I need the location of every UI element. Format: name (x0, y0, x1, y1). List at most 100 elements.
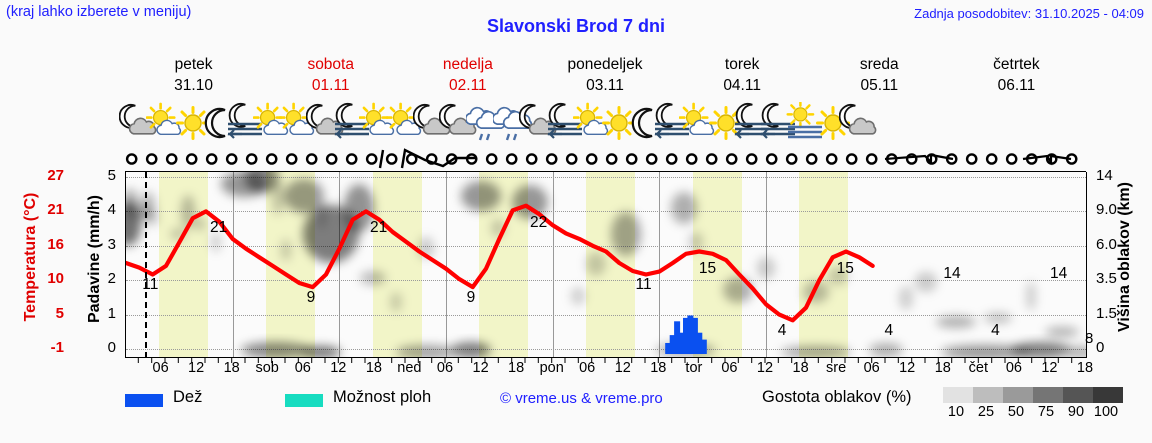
sun-cloud-icon (252, 102, 293, 144)
cloud-base-markers (125, 148, 1078, 169)
day-column-ponedeljek: ponedeljek 03.11 (536, 54, 673, 98)
day-separator (339, 172, 341, 358)
gridline (126, 280, 1086, 282)
hour-label: 06 (863, 360, 880, 376)
hour-label: 18 (1076, 360, 1094, 376)
hour-label: 12 (188, 360, 205, 376)
snow-level-label: 8 (1085, 330, 1094, 347)
cloud-height-tick: 14 (1096, 167, 1113, 184)
moon-fog-icon (333, 102, 373, 144)
hour-label: 18 (792, 360, 809, 376)
precipitation-tick: 3 (107, 235, 116, 253)
precipitation-tick: 0 (107, 339, 116, 356)
hour-label: 06 (152, 360, 169, 376)
cloud-density-scale-label: 100 (1093, 404, 1119, 420)
day-name: nedelja (442, 56, 493, 73)
hour-label: sob (255, 360, 279, 376)
last-update-text: Zadnja posodobitev: 31.10.2025 - 04:09 (914, 6, 1144, 21)
forecast-plot: 11 21 9 21 9 22 11 15 4 15 4 14 4 14 (125, 172, 1087, 358)
hour-label: sre (826, 360, 847, 376)
moon-fog-icon (226, 102, 266, 144)
rain-legend-label: Dež (173, 388, 203, 406)
hour-label: ned (397, 360, 422, 376)
cloud-density-scale-label: 90 (1067, 404, 1085, 420)
temperature-value-label: 21 (370, 219, 388, 237)
current-time-line (144, 172, 147, 358)
sun-cloud-icon (572, 102, 613, 144)
day-name: ponedeljek (567, 56, 643, 73)
chart-legend: Dež Možnost ploh © vreme.us & vreme.pro … (125, 387, 1145, 422)
day-name: četrtek (993, 56, 1040, 73)
sun-cloud-icon (279, 102, 319, 144)
showers-legend-label: Možnost ploh (333, 388, 432, 406)
temperature-tick: -1 (50, 339, 64, 356)
temperature-tick: 5 (55, 304, 64, 322)
hour-label: 18 (650, 360, 667, 376)
temperature-value-label: 21 (210, 219, 228, 237)
hour-label: 18 (934, 360, 951, 376)
cloud-density-scale-label: 25 (977, 404, 995, 420)
sun-cloud-icon (359, 102, 399, 144)
temperature-value-label: 11 (142, 276, 159, 294)
gridline (126, 177, 1086, 178)
daylight-band (372, 172, 422, 358)
hour-label: 06 (436, 360, 454, 376)
cloud-density-ramp-step (1033, 387, 1063, 403)
day-separator (232, 172, 234, 358)
hour-label: 18 (365, 360, 382, 376)
sun-cloud-icon (146, 102, 186, 144)
gridline (126, 349, 1086, 350)
sun-cloud-icon (679, 102, 719, 144)
cloud-height-tick: 0 (1096, 339, 1105, 356)
moon-cloud-icon (119, 102, 159, 144)
hour-label: 12 (614, 360, 631, 376)
temperature-value-label: 15 (698, 259, 717, 277)
temperature-tick: 27 (47, 167, 64, 184)
plot-bottom-border (125, 357, 1086, 358)
hour-label: pon (539, 360, 564, 376)
cloud-density-scale-label: 50 (1007, 404, 1025, 420)
cloud-base-strip (125, 146, 1085, 172)
precipitation-bars (665, 315, 707, 354)
daylight-band (692, 172, 742, 358)
precipitation-tick: 4 (107, 201, 116, 219)
day-column-petek: petek 31.10 (125, 54, 262, 98)
day-separator (446, 172, 447, 358)
temperature-tick: 10 (47, 270, 64, 288)
sun-cloud-icon (386, 102, 426, 144)
hour-ticks (137, 358, 1073, 363)
copyright-link[interactable]: © vreme.us & vreme.pro (500, 390, 663, 407)
moon-fog-icon (546, 102, 586, 144)
temperature-value-label: 9 (306, 289, 316, 307)
precipitation-tick: 1 (107, 304, 116, 322)
rain-legend-swatch (125, 394, 163, 407)
cloud-height-tick: 9.0 (1096, 201, 1117, 219)
hour-label: 12 (756, 360, 774, 376)
moon-icon (626, 102, 666, 144)
showers-legend-swatch (285, 394, 323, 407)
temperature-value-label: 22 (530, 213, 548, 231)
daylight-band (799, 172, 849, 358)
day-name: torek (724, 56, 760, 73)
temperature-value-label: 4 (991, 322, 1000, 340)
hour-label: 12 (1041, 360, 1058, 376)
cloud-density-field (126, 172, 1079, 337)
location-menu-hint[interactable]: (kraj lahko izberete v meniju) (6, 4, 192, 20)
day-column-nedelja: nedelja 02.11 (399, 54, 536, 98)
hour-label: 12 (472, 360, 489, 376)
hour-label: 12 (330, 360, 347, 376)
day-name: petek (174, 56, 213, 73)
temperature-value-label: 14 (1050, 265, 1068, 283)
hour-label: tor (685, 360, 703, 376)
sun-icon (173, 102, 213, 144)
day-name: sobota (307, 56, 354, 73)
cloud-density-ramp-step (943, 387, 973, 403)
hour-label: 06 (579, 360, 596, 376)
sun-fog-icon (786, 102, 826, 144)
moon-icon (199, 102, 239, 144)
hour-label: 06 (294, 360, 311, 376)
temperature-value-label: 9 (466, 289, 476, 307)
day-name: sreda (859, 56, 899, 73)
cloud-density-ramp-step (973, 387, 1003, 403)
moon-fog-icon (653, 102, 693, 144)
